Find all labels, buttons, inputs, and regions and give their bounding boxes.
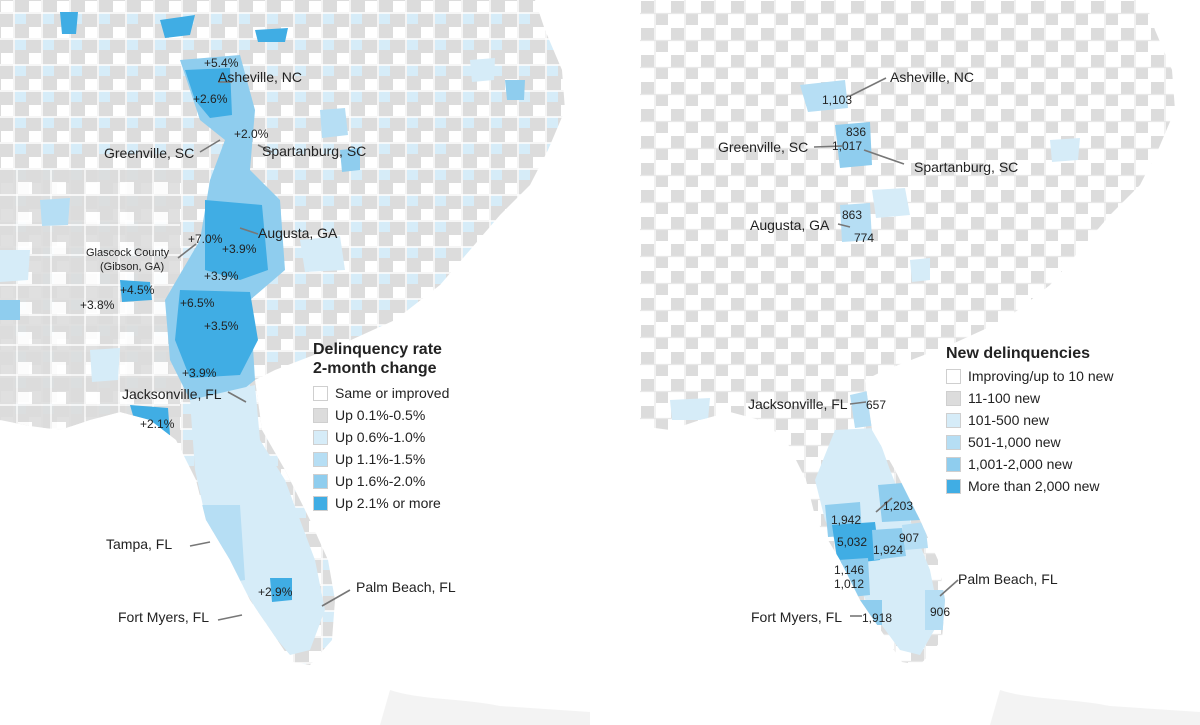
legend-item: Up 0.6%-1.0%: [313, 426, 449, 448]
legend-swatch: [313, 495, 328, 511]
value-label: 774: [854, 231, 874, 245]
label-spartanburg: Spartanburg, SC: [262, 143, 366, 159]
label-jacksonville: Jacksonville, FL: [122, 386, 222, 402]
legend-label: Up 1.1%-1.5%: [335, 451, 426, 467]
left-legend: Delinquency rate 2-month change Same or …: [313, 340, 449, 514]
legend-label: Up 0.1%-0.5%: [335, 407, 426, 423]
bahamas-shape: [990, 690, 1200, 725]
legend-item: Up 0.1%-0.5%: [313, 404, 449, 426]
legend-swatch: [946, 456, 961, 472]
label-glascock-2: (Gibson, GA): [100, 261, 164, 273]
value-label: +7.0%: [188, 232, 223, 246]
new-delinquencies-map: Asheville, NC Greenville, SC Spartanburg…: [610, 0, 1200, 725]
right-map-svg: Asheville, NC Greenville, SC Spartanburg…: [640, 0, 1200, 725]
legend-title: New delinquencies: [946, 345, 1091, 362]
value-label: +3.5%: [204, 319, 239, 333]
legend-label: 11-100 new: [968, 390, 1041, 406]
legend-label: Improving/up to 10 new: [968, 368, 1114, 384]
value-label: 1,012: [834, 577, 864, 591]
value-label: +3.9%: [222, 242, 257, 256]
legend-label: Up 2.1% or more: [335, 495, 441, 511]
value-label: 1,103: [822, 93, 852, 107]
legend-item: 11-100 new: [946, 387, 1114, 409]
legend-title-line1: Delinquency rate: [313, 341, 442, 358]
delinquency-rate-map: Asheville, NC Greenville, SC Spartanburg…: [0, 0, 590, 725]
value-label: +2.9%: [258, 585, 293, 599]
value-label: +6.5%: [180, 296, 215, 310]
left-map-svg: Asheville, NC Greenville, SC Spartanburg…: [0, 0, 590, 725]
legend-item: 101-500 new: [946, 409, 1114, 431]
value-label: +3.9%: [204, 269, 239, 283]
value-label: 1,924: [873, 543, 903, 557]
label-asheville: Asheville, NC: [218, 69, 302, 85]
label-fort-myers: Fort Myers, FL: [751, 609, 842, 625]
legend-swatch: [946, 368, 961, 384]
legend-swatch: [946, 434, 961, 450]
land-area: [640, 0, 1175, 665]
label-spartanburg: Spartanburg, SC: [914, 159, 1018, 175]
legend-items: Same or improved Up 0.1%-0.5% Up 0.6%-1.0%…: [313, 382, 449, 514]
value-label: +2.6%: [193, 92, 228, 106]
legend-item: 1,001-2,000 new: [946, 453, 1114, 475]
legend-item: Improving/up to 10 new: [946, 365, 1114, 387]
value-label: 1,918: [862, 611, 892, 625]
right-legend: New delinquencies Improving/up to 10 new…: [946, 344, 1114, 497]
label-tampa: Tampa, FL: [106, 536, 172, 552]
legend-swatch: [946, 412, 961, 428]
right-leader-lines: [813, 77, 959, 617]
value-label: +4.5%: [120, 283, 155, 297]
label-palm-beach: Palm Beach, FL: [356, 579, 456, 595]
legend-label: 101-500 new: [968, 412, 1049, 428]
legend-item: Up 2.1% or more: [313, 492, 449, 514]
value-label: 906: [930, 605, 950, 619]
legend-label: Up 0.6%-1.0%: [335, 429, 426, 445]
legend-item: Up 1.1%-1.5%: [313, 448, 449, 470]
label-asheville: Asheville, NC: [890, 69, 974, 85]
legend-label: Up 1.6%-2.0%: [335, 473, 426, 489]
legend-swatch: [946, 390, 961, 406]
label-greenville: Greenville, SC: [718, 139, 808, 155]
legend-item: Same or improved: [313, 382, 449, 404]
value-label: 1,017: [832, 139, 862, 153]
value-label: +5.4%: [204, 56, 239, 70]
value-label: 1,203: [883, 499, 913, 513]
value-label: +3.9%: [182, 366, 217, 380]
legend-swatch: [946, 478, 961, 494]
value-label: +2.0%: [234, 127, 269, 141]
value-label: 907: [899, 531, 919, 545]
label-jacksonville: Jacksonville, FL: [748, 396, 848, 412]
value-label: 1,942: [831, 513, 861, 527]
value-label: 5,032: [837, 535, 867, 549]
value-label: 863: [842, 208, 862, 222]
bahamas-shape: [380, 690, 590, 725]
legend-label: 501-1,000 new: [968, 434, 1061, 450]
legend-swatch: [313, 451, 328, 467]
land-area: [0, 0, 565, 665]
legend-item: 501-1,000 new: [946, 431, 1114, 453]
legend-item: Up 1.6%-2.0%: [313, 470, 449, 492]
legend-swatch: [313, 473, 328, 489]
legend-label: 1,001-2,000 new: [968, 456, 1073, 472]
county-shading: [670, 80, 1080, 655]
legend-swatch: [313, 385, 328, 401]
legend-label: More than 2,000 new: [968, 478, 1100, 494]
value-label: 657: [866, 398, 886, 412]
value-label: +3.8%: [80, 298, 115, 312]
label-fort-myers: Fort Myers, FL: [118, 609, 209, 625]
value-label: 1,146: [834, 563, 864, 577]
legend-item: More than 2,000 new: [946, 475, 1114, 497]
legend-label: Same or improved: [335, 385, 450, 401]
label-augusta: Augusta, GA: [258, 225, 338, 241]
label-palm-beach: Palm Beach, FL: [958, 571, 1058, 587]
value-label: 836: [846, 125, 866, 139]
legend-items: Improving/up to 10 new 11-100 new 101-500 …: [946, 365, 1114, 497]
left-leader-lines: [177, 81, 351, 621]
legend-title-line2: 2-month change: [313, 360, 437, 377]
legend-swatch: [313, 407, 328, 423]
label-greenville: Greenville, SC: [104, 145, 194, 161]
label-glascock-1: Glascock County: [86, 247, 170, 259]
legend-swatch: [313, 429, 328, 445]
label-augusta: Augusta, GA: [750, 217, 830, 233]
value-label: +2.1%: [140, 417, 175, 431]
